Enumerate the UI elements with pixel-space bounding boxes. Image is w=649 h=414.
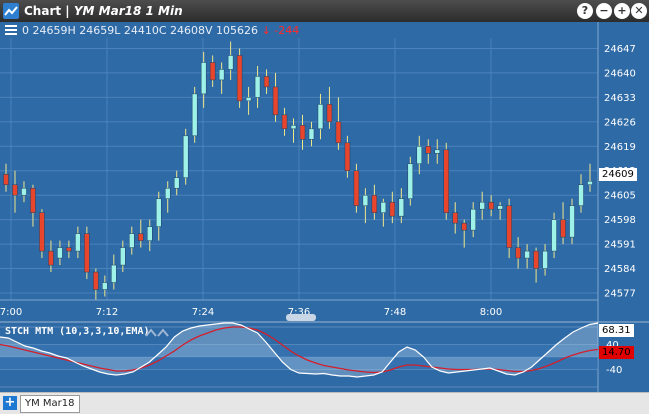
candle-body	[282, 115, 287, 129]
price-tick-label: 24598	[604, 215, 636, 226]
candle-body	[462, 223, 467, 230]
price-tick-label: 24633	[604, 93, 636, 104]
collapse-arrows-icon[interactable]	[145, 327, 171, 337]
candle-body	[435, 150, 440, 153]
candle-body	[381, 202, 386, 212]
grid-lines	[0, 38, 598, 300]
candle-body	[264, 76, 269, 86]
candle-body	[102, 283, 107, 290]
candle-body	[408, 164, 413, 199]
candle-body	[291, 125, 296, 128]
time-tick-label: 8:00	[480, 307, 502, 318]
candle-body	[354, 171, 359, 206]
candle-body	[570, 206, 575, 237]
candle-body	[147, 227, 152, 241]
candle-body	[219, 69, 224, 79]
candle-body	[471, 209, 476, 230]
menu-icon[interactable]	[5, 25, 17, 35]
candle-body	[507, 206, 512, 248]
price-change: ↓ -244	[262, 24, 300, 37]
pane-splitter-handle[interactable]	[286, 314, 316, 321]
candle-body	[210, 62, 215, 79]
candle-body	[4, 174, 9, 184]
candle-body	[48, 251, 53, 265]
candle-body	[129, 234, 134, 248]
candle-body	[57, 248, 62, 258]
candle-body	[489, 202, 494, 209]
candle-body	[273, 87, 278, 115]
price-tick-label: 24605	[604, 191, 636, 202]
candle-body	[138, 234, 143, 241]
time-tick-label: 7:12	[96, 307, 118, 318]
price-tick-label: 24626	[604, 117, 636, 128]
candle-body	[156, 199, 161, 227]
candle-body	[111, 265, 116, 282]
candle-body	[228, 55, 233, 69]
candle-body	[201, 62, 206, 93]
candle-body	[426, 146, 431, 153]
candle-body	[300, 125, 305, 139]
price-tick-label: 24619	[604, 142, 636, 153]
candle-body	[183, 136, 188, 178]
candle-body	[66, 248, 71, 251]
candle-body	[345, 143, 350, 171]
candle-body	[75, 234, 80, 251]
bottom-bar: + YM Mar18	[0, 392, 649, 414]
price-tick-label: 24584	[604, 264, 636, 275]
candle-body	[30, 188, 35, 212]
candle-body	[534, 251, 539, 268]
candle-body	[165, 188, 170, 198]
time-tick-label: 7:24	[192, 307, 214, 318]
candle-body	[84, 234, 89, 272]
candle-body	[498, 206, 503, 209]
candle-body	[561, 220, 566, 237]
candle-body	[309, 129, 314, 139]
candle-body	[372, 195, 377, 212]
time-tick-label: 7:48	[384, 307, 406, 318]
price-tick-label: 24640	[604, 68, 636, 79]
candle-body	[543, 251, 548, 268]
price-tick-label: 24591	[604, 240, 636, 251]
candle-body	[453, 213, 458, 223]
candle-body	[516, 248, 521, 258]
candle-body	[120, 248, 125, 265]
symbol-tab[interactable]: YM Mar18	[20, 395, 80, 413]
add-symbol-button[interactable]: +	[3, 396, 17, 410]
candle-body	[327, 104, 332, 121]
ohlcv-values: 0 24659H 24659L 24410C 24608V 105626	[22, 24, 258, 37]
candle-body	[174, 178, 179, 188]
candle-body	[444, 150, 449, 213]
candle-body	[39, 213, 44, 251]
candle-body	[552, 220, 557, 251]
indicator-signal-tag: 14.70	[599, 346, 634, 359]
price-tick-label: 24577	[604, 289, 636, 300]
candle-body	[192, 94, 197, 136]
candle-body	[93, 272, 98, 289]
indicator-main-tag: 68.31	[599, 324, 634, 337]
candle-body	[588, 181, 593, 184]
candle-body	[318, 104, 323, 128]
candle-body	[12, 185, 17, 195]
candle-body	[579, 185, 584, 206]
indicator-tick-label: -40	[606, 365, 622, 376]
candle-body	[363, 195, 368, 205]
indicator-title[interactable]: STCH MTM (10,3,3,10,EMA)	[5, 326, 150, 337]
candle-body	[417, 146, 422, 163]
candle-body	[21, 188, 26, 195]
time-tick-label: 7:00	[0, 307, 22, 318]
info-bar: 0 24659H 24659L 24410C 24608V 105626 ↓ -…	[0, 22, 600, 38]
price-tick-label: 24647	[604, 44, 636, 55]
candle-body	[525, 251, 530, 258]
candle-body	[237, 55, 242, 100]
last-price-tag: 24609	[599, 168, 637, 181]
candle-body	[480, 202, 485, 209]
candle-body	[255, 76, 260, 97]
candle-body	[336, 122, 341, 143]
candle-body	[246, 97, 251, 100]
candle-body	[399, 199, 404, 216]
candle-body	[390, 202, 395, 216]
